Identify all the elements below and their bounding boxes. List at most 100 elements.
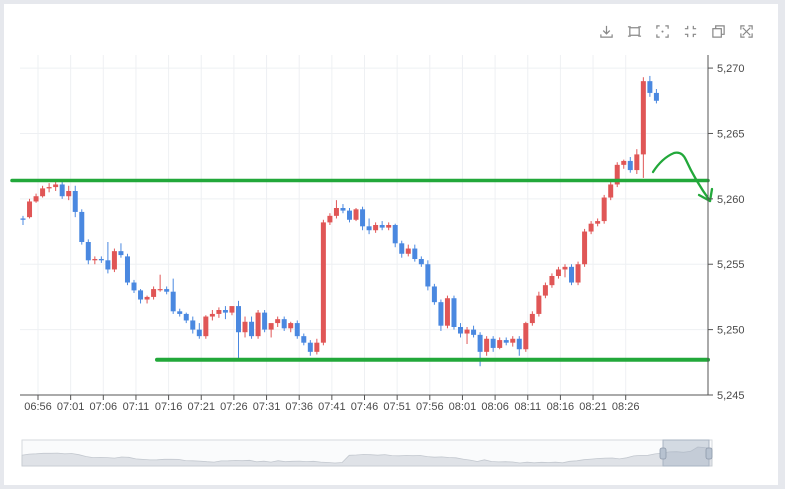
x-tick-label: 07:16 bbox=[155, 401, 183, 413]
candle-body bbox=[209, 313, 215, 317]
candle bbox=[59, 181, 65, 199]
candle bbox=[510, 336, 516, 347]
candle-body bbox=[458, 327, 464, 334]
candle bbox=[373, 222, 379, 233]
candle bbox=[614, 162, 620, 188]
candle bbox=[72, 185, 78, 218]
candle bbox=[516, 336, 522, 356]
candle bbox=[249, 316, 255, 339]
chart-toolbar bbox=[594, 19, 758, 43]
candle bbox=[111, 248, 117, 273]
candle-body bbox=[471, 329, 477, 335]
candle bbox=[555, 266, 561, 279]
candle bbox=[288, 321, 294, 333]
candle bbox=[294, 320, 300, 339]
chart-grid bbox=[20, 55, 708, 396]
candle bbox=[529, 311, 535, 326]
candle bbox=[320, 219, 326, 346]
candle-body bbox=[510, 338, 516, 343]
collapse-icon[interactable] bbox=[678, 19, 702, 43]
candle bbox=[340, 204, 346, 214]
candle-body bbox=[105, 260, 111, 270]
x-tick-label: 07:46 bbox=[351, 401, 379, 413]
candle-body bbox=[85, 242, 91, 261]
x-tick-label: 07:01 bbox=[57, 401, 85, 413]
candle-body bbox=[333, 208, 339, 216]
x-tick-label: 08:16 bbox=[547, 401, 575, 413]
candle-body bbox=[490, 338, 496, 348]
candle bbox=[33, 193, 39, 203]
candle-body bbox=[588, 223, 594, 232]
candle bbox=[366, 218, 372, 235]
candle-body bbox=[281, 319, 287, 329]
x-tick-label: 06:56 bbox=[24, 401, 52, 413]
candle-body bbox=[477, 334, 483, 352]
candle-body bbox=[79, 211, 85, 242]
candle bbox=[399, 240, 405, 258]
candle bbox=[634, 149, 640, 174]
candle bbox=[418, 256, 424, 267]
candle bbox=[229, 306, 235, 316]
candle-body bbox=[124, 256, 130, 283]
candle bbox=[46, 183, 52, 193]
candle bbox=[144, 295, 150, 304]
y-tick-label: 5,260 bbox=[717, 194, 745, 206]
candle bbox=[562, 264, 568, 278]
fit-content-icon[interactable] bbox=[622, 19, 646, 43]
candle-body bbox=[255, 312, 261, 337]
candle-body bbox=[418, 259, 424, 265]
candle-body bbox=[438, 302, 444, 326]
x-tick-label: 07:26 bbox=[220, 401, 248, 413]
candle bbox=[497, 337, 503, 350]
candle-body bbox=[595, 221, 601, 224]
candle-body bbox=[562, 266, 568, 270]
candle bbox=[209, 310, 215, 321]
navigator-selection[interactable] bbox=[662, 439, 710, 467]
candle-body bbox=[320, 222, 326, 343]
candle-body bbox=[275, 319, 281, 324]
candle-body bbox=[118, 251, 124, 256]
x-tick-label: 07:31 bbox=[253, 401, 281, 413]
candle-body bbox=[340, 208, 346, 211]
arrow-head bbox=[697, 187, 714, 203]
candle bbox=[27, 198, 33, 219]
candle-body bbox=[157, 289, 163, 291]
candle-body bbox=[575, 264, 581, 283]
candle bbox=[595, 218, 601, 227]
candle bbox=[20, 215, 26, 225]
candle bbox=[484, 336, 490, 356]
y-tick-label: 5,265 bbox=[717, 128, 745, 140]
candle-body bbox=[360, 209, 366, 227]
download-icon[interactable] bbox=[594, 19, 618, 43]
candle bbox=[98, 256, 104, 263]
y-tick-label: 5,270 bbox=[717, 63, 745, 75]
candle bbox=[601, 194, 607, 224]
candle bbox=[647, 75, 653, 97]
fullscreen-icon[interactable] bbox=[734, 19, 758, 43]
candle-body bbox=[601, 197, 607, 222]
x-tick-label: 08:06 bbox=[481, 401, 509, 413]
candle-body bbox=[307, 342, 313, 352]
candle bbox=[255, 310, 261, 339]
candle-body bbox=[516, 338, 522, 350]
candle bbox=[190, 316, 196, 334]
navigator-handle[interactable] bbox=[705, 447, 713, 460]
candle bbox=[242, 316, 248, 338]
candle bbox=[588, 221, 594, 235]
candle-body bbox=[229, 306, 235, 313]
candle bbox=[569, 264, 575, 286]
navigator-handle[interactable] bbox=[659, 447, 667, 460]
expand-icon[interactable] bbox=[650, 19, 674, 43]
candle bbox=[542, 282, 548, 299]
candle-body bbox=[484, 338, 490, 352]
crop-icon[interactable] bbox=[706, 19, 730, 43]
candle-body bbox=[242, 321, 248, 333]
candle-body bbox=[608, 184, 614, 198]
candle-body bbox=[222, 310, 228, 313]
x-tick-label: 08:01 bbox=[449, 401, 477, 413]
candle-body bbox=[379, 225, 385, 228]
candle bbox=[177, 308, 183, 317]
candle bbox=[360, 206, 366, 231]
x-tick-label: 07:06 bbox=[90, 401, 118, 413]
candle-body bbox=[92, 259, 98, 261]
